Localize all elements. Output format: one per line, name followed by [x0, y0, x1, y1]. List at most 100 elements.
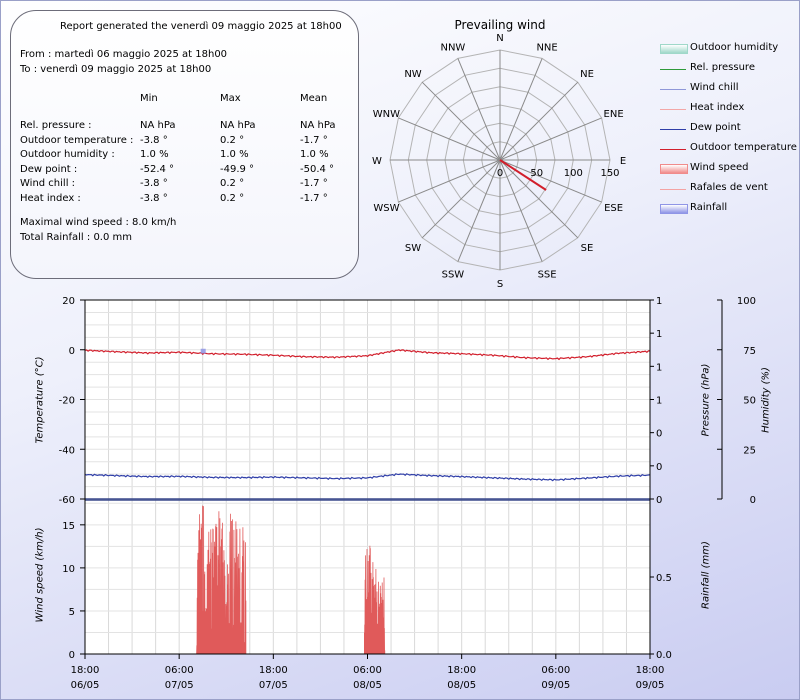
legend-label: Wind speed [690, 162, 749, 173]
wind-direction-label: W [372, 156, 382, 167]
report-row-max: -49.9 ° [220, 163, 255, 175]
legend-swatch [660, 149, 686, 150]
report-row-min: 1.0 % [140, 149, 169, 160]
x-tick-time: 18:00 [447, 665, 476, 676]
legend-swatch [660, 44, 688, 54]
x-tick-time: 06:00 [165, 665, 194, 676]
pressure-tick-label: 0 [656, 495, 662, 506]
report-panel: Report generated the venerdì 09 maggio 2… [10, 10, 359, 279]
legend-swatch [660, 109, 686, 110]
temperature-tick-label: -40 [59, 445, 75, 456]
report-row-label: Dew point : [20, 163, 78, 175]
report-row-mean: -1.7 ° [300, 134, 328, 146]
legend-swatch [660, 69, 686, 70]
wind-rose-spoke [499, 81, 579, 161]
temperature-tick-label: 20 [62, 296, 75, 307]
rainfall-tick-label: 0.5 [656, 573, 672, 584]
col-min-header: Min [140, 93, 158, 104]
wind-rose-vector [499, 159, 547, 191]
wind-rose-title: Prevailing wind [454, 18, 546, 32]
wind-rose-spoke [499, 159, 579, 239]
legend-swatch [660, 189, 686, 190]
legend-swatch [660, 204, 688, 214]
report-row-mean: -1.7 ° [300, 178, 328, 189]
pressure-tick-label: 0 [656, 429, 662, 440]
wind-direction-label: WNW [373, 109, 400, 120]
x-tick-time: 06:00 [353, 665, 382, 676]
wind-rose-spoke [398, 159, 501, 203]
wind-direction-label: N [496, 33, 503, 44]
wind-direction-label: SSW [442, 270, 465, 281]
wind-tick-label: 10 [62, 564, 75, 575]
report-from: From : martedì 06 maggio 2025 at 18h00 [20, 49, 228, 60]
report-row-label: Wind chill : [20, 178, 76, 189]
rainfall-mark [200, 348, 206, 354]
x-tick-date: 09/05 [636, 680, 665, 691]
y-axis-title-rainfall: Rainfall (mm) [700, 541, 712, 609]
report-row-min: -3.8 ° [140, 178, 168, 189]
wind-speed-burst [196, 505, 219, 655]
legend-swatch [660, 164, 688, 174]
report-row-mean: -1.7 ° [300, 192, 328, 204]
legend-label: Outdoor temperature [690, 142, 797, 153]
wind-direction-label: NW [404, 69, 421, 80]
report-row-min: -52.4 ° [140, 163, 175, 175]
wind-rose-spoke [499, 117, 602, 161]
legend-item: Outdoor temperature [660, 142, 800, 156]
wind-rose-spoke [421, 159, 501, 239]
humidity-tick-label: 75 [743, 346, 756, 357]
wind-rose-spoke [499, 58, 543, 161]
rainfall-tick-label: 0.0 [656, 650, 672, 661]
wind-direction-label: ESE [604, 203, 623, 214]
wind-rose-spoke [421, 81, 501, 161]
pressure-tick-label: 1 [656, 362, 662, 373]
report-row-min: NA hPa [140, 120, 176, 131]
wind-rose: N NNE NE ENE E ESE SE SSE S SSW SW WSW W WNW NW NNW 0 50 1… [372, 33, 626, 290]
legend-item: Rafales de vent [660, 182, 800, 196]
pressure-tick-label: 1 [656, 296, 662, 307]
report-row-min: -3.8 ° [140, 134, 168, 146]
report-header: Report generated the venerdì 09 maggio 2… [60, 21, 342, 32]
wind-direction-label: E [620, 156, 626, 167]
report-row-label: Outdoor temperature : [20, 134, 134, 146]
pressure-tick-label: 1 [656, 396, 662, 407]
humidity-tick-label: 25 [743, 445, 756, 456]
x-tick-time: 18:00 [71, 665, 100, 676]
x-tick-date: 07/05 [259, 680, 288, 691]
col-mean-header: Mean [300, 93, 328, 104]
wind-radial-tick: 150 [600, 168, 619, 179]
legend-item: Wind chill [660, 82, 800, 96]
legend-item: Rel. pressure [660, 62, 800, 76]
legend-label: Heat index [690, 102, 745, 113]
series-line [84, 349, 650, 361]
wind-direction-label: SW [405, 243, 421, 254]
humidity-tick-label: 0 [750, 495, 756, 506]
humidity-tick-label: 100 [737, 296, 756, 307]
x-tick-time: 06:00 [541, 665, 570, 676]
x-tick-date: 06/05 [71, 680, 100, 691]
wind-rose-spoke [398, 117, 501, 161]
y-axis-title-pressure: Pressure (hPa) [700, 363, 712, 437]
x-tick-date: 09/05 [541, 680, 570, 691]
total-rainfall: Total Rainfall : 0.0 mm [20, 232, 133, 243]
legend-label: Wind chill [690, 82, 739, 93]
legend-item: Heat index [660, 102, 800, 116]
wind-direction-label: NNE [536, 42, 557, 53]
x-tick-date: 08/05 [353, 680, 382, 691]
legend-label: Dew point [690, 122, 741, 133]
legend-item: Wind speed [660, 162, 800, 176]
legend-label: Rel. pressure [690, 62, 755, 73]
wind-direction-label: WSW [373, 203, 399, 214]
wind-direction-label: NNW [440, 42, 465, 53]
pressure-tick-label: 0 [656, 462, 662, 473]
legend-item: Outdoor humidity [660, 42, 800, 56]
report-row-min: -3.8 ° [140, 192, 168, 204]
pressure-tick-label: 1 [656, 329, 662, 340]
temperature-tick-label: -60 [59, 495, 75, 506]
wind-radial-tick: 100 [564, 168, 583, 179]
wind-tick-label: 15 [62, 521, 75, 532]
humidity-tick-label: 50 [743, 396, 756, 407]
report-row-max: 0.2 ° [220, 192, 245, 204]
temperature-tick-label: 0 [69, 346, 75, 357]
x-tick-date: 07/05 [165, 680, 194, 691]
